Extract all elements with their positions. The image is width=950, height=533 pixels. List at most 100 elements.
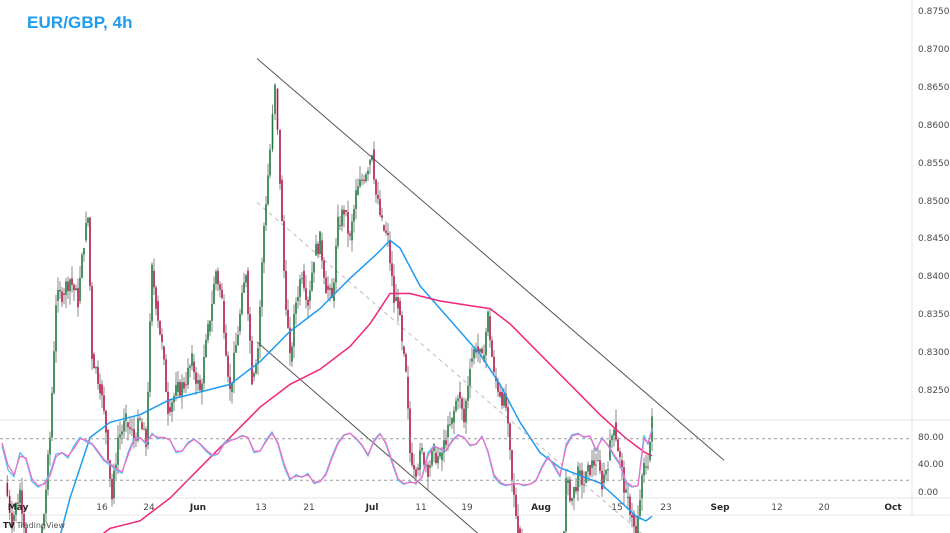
candle-down bbox=[505, 393, 507, 408]
channel-upper-line[interactable] bbox=[256, 58, 725, 461]
candle-down bbox=[165, 359, 167, 392]
candle-down bbox=[91, 286, 93, 360]
time-tick-label: 15 bbox=[611, 503, 623, 513]
candle-down bbox=[633, 513, 635, 527]
candle-up bbox=[357, 186, 359, 195]
candle-up bbox=[207, 324, 209, 340]
candle-down bbox=[475, 349, 477, 353]
candle-down bbox=[393, 276, 395, 303]
candle-down bbox=[281, 179, 283, 222]
candle-down bbox=[289, 327, 291, 354]
candle-down bbox=[17, 502, 19, 504]
candle-down bbox=[195, 372, 197, 384]
candle-up bbox=[125, 413, 127, 421]
candle-up bbox=[41, 525, 43, 533]
candle-down bbox=[391, 263, 393, 277]
candle-up bbox=[473, 349, 475, 359]
candle-down bbox=[589, 464, 591, 475]
candle-up bbox=[197, 379, 199, 384]
candle-up bbox=[299, 279, 301, 297]
candle-down bbox=[89, 217, 91, 287]
candle-down bbox=[575, 486, 577, 492]
candle-up bbox=[611, 435, 613, 441]
candle-up bbox=[639, 500, 641, 516]
candle-down bbox=[221, 289, 223, 299]
candle-up bbox=[201, 383, 203, 392]
candle-down bbox=[279, 129, 281, 184]
candle-down bbox=[23, 513, 25, 528]
candle-down bbox=[513, 482, 515, 495]
candle-up bbox=[243, 282, 245, 293]
candle-up bbox=[579, 470, 581, 476]
time-tick-label: 12 bbox=[771, 503, 783, 513]
candle-down bbox=[323, 260, 325, 278]
candle-down bbox=[405, 354, 407, 372]
tradingview-watermark[interactable]: TV TradingView bbox=[3, 521, 65, 530]
candle-up bbox=[431, 450, 433, 466]
candle-up bbox=[187, 367, 189, 385]
candle-up bbox=[627, 496, 629, 499]
candle-down bbox=[515, 494, 517, 517]
candle-up bbox=[83, 248, 85, 255]
candle-up bbox=[487, 311, 489, 332]
candle-up bbox=[419, 450, 421, 470]
candle-up bbox=[577, 466, 579, 492]
candle-up bbox=[441, 452, 443, 461]
candle-up bbox=[95, 367, 97, 369]
time-tick-label: Oct bbox=[884, 503, 902, 513]
candle-up bbox=[215, 271, 217, 284]
candle-up bbox=[641, 475, 643, 499]
candle-down bbox=[223, 301, 225, 333]
candle-up bbox=[465, 400, 467, 423]
candle-up bbox=[263, 225, 265, 263]
candle-down bbox=[343, 209, 345, 215]
candle-down bbox=[179, 381, 181, 396]
candle-down bbox=[153, 270, 155, 288]
candle-down bbox=[155, 287, 157, 309]
time-tick-label: Sep bbox=[710, 503, 730, 513]
candle-up bbox=[49, 437, 51, 455]
candle-down bbox=[97, 367, 99, 384]
candle-up bbox=[53, 351, 55, 393]
candle-down bbox=[511, 450, 513, 480]
candle-up bbox=[595, 464, 597, 466]
candle-down bbox=[61, 291, 63, 303]
candle-up bbox=[587, 464, 589, 472]
candle-up bbox=[274, 84, 276, 115]
candle-down bbox=[183, 382, 185, 389]
candle-up bbox=[81, 254, 83, 278]
candle-down bbox=[67, 281, 69, 292]
candle-down bbox=[599, 460, 601, 471]
candle-up bbox=[79, 277, 81, 302]
candle-up bbox=[613, 429, 615, 436]
candle-down bbox=[317, 243, 319, 255]
candle-up bbox=[443, 440, 445, 453]
candle-up bbox=[149, 321, 151, 392]
candle-up bbox=[625, 489, 627, 493]
candle-up bbox=[175, 384, 177, 396]
candle-down bbox=[445, 440, 447, 445]
candle-up bbox=[245, 275, 247, 283]
candle-up bbox=[351, 221, 353, 241]
candle-up bbox=[421, 447, 423, 451]
candle-up bbox=[467, 385, 469, 401]
candle-up bbox=[333, 282, 335, 302]
candle-up bbox=[205, 339, 207, 358]
candle-down bbox=[161, 334, 163, 343]
candle-down bbox=[491, 340, 493, 357]
candle-down bbox=[569, 479, 571, 501]
candle-down bbox=[219, 284, 221, 290]
candle-up bbox=[57, 289, 59, 302]
candle-down bbox=[373, 149, 375, 180]
candle-up bbox=[231, 382, 233, 392]
candle-up bbox=[295, 302, 297, 314]
candle-up bbox=[395, 297, 397, 302]
candle-down bbox=[303, 270, 305, 289]
candle-down bbox=[621, 460, 623, 468]
channel-lower-line[interactable] bbox=[256, 341, 724, 533]
candle-up bbox=[69, 279, 71, 292]
candle-up bbox=[313, 262, 315, 273]
